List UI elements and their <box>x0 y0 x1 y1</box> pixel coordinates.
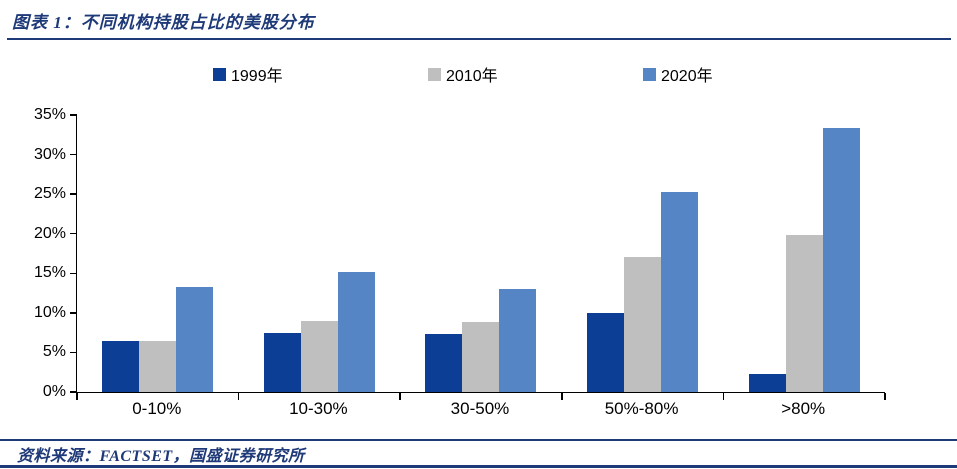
y-axis-tick <box>70 391 77 393</box>
bar-group <box>77 286 239 392</box>
x-axis-labels: 0-10% 10-30% 30-50% 50%-80% >80% <box>76 399 884 419</box>
x-axis-label: 50%-80% <box>604 399 679 418</box>
legend-label: 2020年 <box>661 68 713 85</box>
y-axis-tick <box>70 312 77 314</box>
y-axis-tick-label: 0% <box>42 383 66 400</box>
x-axis-tick <box>884 393 886 400</box>
x-axis-tick <box>76 393 78 400</box>
y-axis-tick <box>70 351 77 354</box>
bar <box>587 312 625 392</box>
x-axis-tick <box>237 393 240 400</box>
bar-group <box>723 127 885 392</box>
footer-divider <box>0 439 957 441</box>
y-axis-labels: 0% 5% 10% 15% 20% 25% 30% 35% <box>0 106 66 400</box>
legend-swatch <box>428 67 441 81</box>
x-axis-label: 0-10% <box>132 399 182 418</box>
y-axis-tick <box>70 272 77 275</box>
bar <box>176 286 214 392</box>
bar <box>139 341 177 392</box>
legend-item: 2010年 <box>428 62 498 86</box>
bar <box>748 373 786 392</box>
bar-group <box>239 271 401 392</box>
y-axis-tick-label: 10% <box>33 303 66 321</box>
bar <box>263 332 301 392</box>
bar <box>499 289 537 392</box>
bar <box>102 340 140 392</box>
y-axis-tick-label: 15% <box>33 264 66 282</box>
bar <box>300 320 338 392</box>
y-axis-tick <box>70 193 77 195</box>
y-axis-tick <box>70 153 77 156</box>
bar <box>785 235 823 392</box>
bar <box>624 257 662 392</box>
bar <box>462 321 500 392</box>
legend-swatch <box>643 67 656 81</box>
title-divider <box>7 38 951 40</box>
bottom-border <box>0 465 957 468</box>
x-axis-label: 30-50% <box>450 399 510 418</box>
bar-chart-plot-area <box>70 114 886 400</box>
y-axis-tick-label: 20% <box>33 224 66 242</box>
bar <box>425 334 463 392</box>
y-axis-tick-label: 5% <box>42 343 66 361</box>
x-axis-tick <box>399 393 401 400</box>
y-axis-tick-label: 35% <box>33 106 66 123</box>
figure-title: 图表 1：不同机构持股占比的美股分布 <box>12 13 315 32</box>
legend-item: 1999年 <box>213 62 283 86</box>
y-axis-tick <box>70 114 77 116</box>
bar-group <box>400 289 562 392</box>
x-axis-tick <box>722 393 725 400</box>
legend-swatch <box>213 67 226 81</box>
bar <box>661 191 699 392</box>
x-axis-tick <box>561 393 563 400</box>
chart-legend: 1999年 2010年 2020年 <box>0 60 957 86</box>
y-axis-tick-label: 25% <box>33 185 66 203</box>
bar-groups <box>77 115 885 392</box>
bar <box>822 127 860 392</box>
y-axis-tick <box>70 232 77 235</box>
x-axis-label: >80% <box>781 399 826 418</box>
legend-label: 1999年 <box>231 68 283 85</box>
bar-group <box>562 191 724 392</box>
legend-label: 2010年 <box>446 68 498 85</box>
bar <box>337 271 375 392</box>
x-axis-label: 10-30% <box>289 399 348 418</box>
legend-item: 2020年 <box>643 62 713 86</box>
y-axis-tick-label: 30% <box>33 145 66 163</box>
source-note: 资料来源：FACTSET，国盛证券研究所 <box>17 448 305 465</box>
